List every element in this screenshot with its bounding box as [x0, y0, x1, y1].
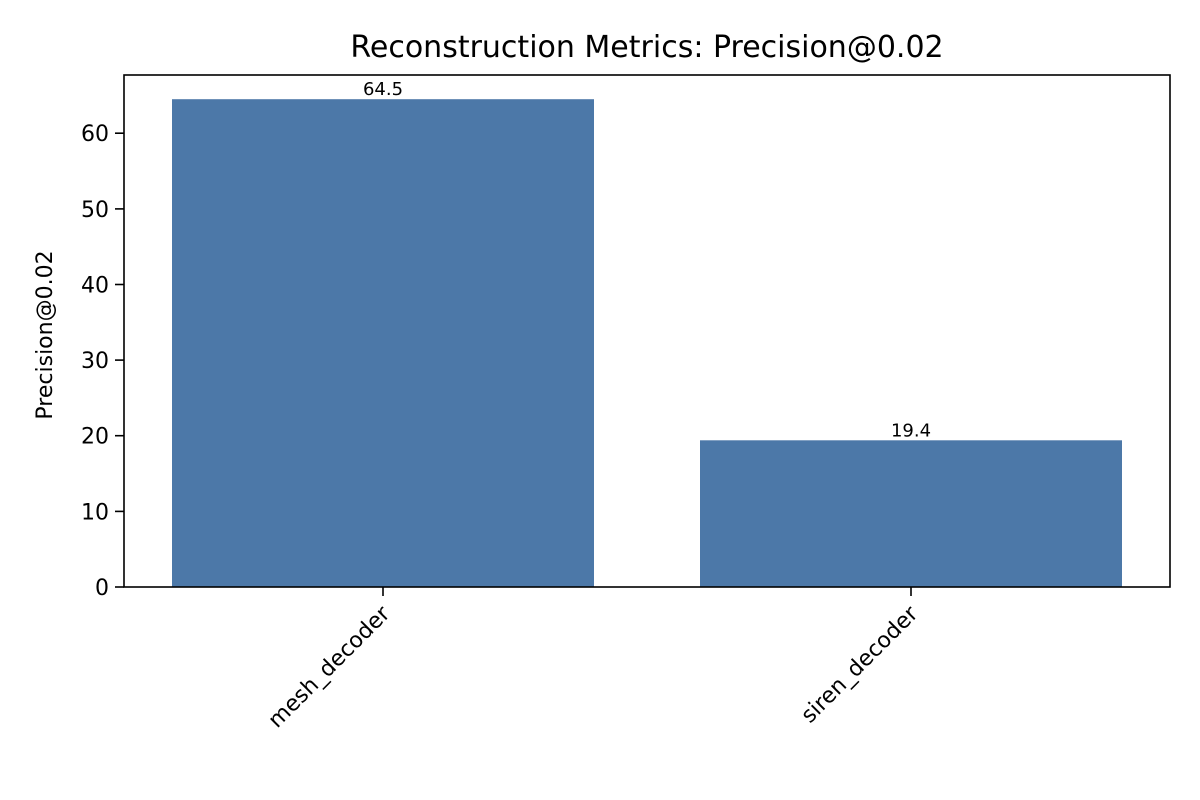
plot-frame — [123, 74, 1171, 588]
bars-layer: 64.5 19.4 — [172, 79, 1122, 587]
bar-siren-decoder — [700, 440, 1122, 587]
x-tick-label: mesh_decoder — [264, 601, 396, 733]
y-tick-label: 50 — [81, 198, 109, 223]
y-tick-label: 30 — [81, 349, 109, 374]
bar-value-label: 19.4 — [891, 420, 931, 441]
y-tick-label: 0 — [95, 576, 109, 601]
bar-mesh-decoder — [172, 99, 594, 587]
y-tick-label: 10 — [81, 500, 109, 525]
y-tick-label: 60 — [81, 122, 109, 147]
y-axis-label: Precision@0.02 — [33, 250, 58, 419]
y-tick-label: 20 — [81, 425, 109, 450]
x-tick-label: siren_decoder — [797, 601, 924, 728]
y-axis: 0 10 20 30 40 50 60 — [81, 122, 124, 601]
y-tick-label: 40 — [81, 274, 109, 299]
x-axis: mesh_decoder siren_decoder — [264, 587, 924, 733]
chart-title: Reconstruction Metrics: Precision@0.02 — [350, 30, 943, 65]
bar-value-label: 64.5 — [363, 79, 403, 100]
